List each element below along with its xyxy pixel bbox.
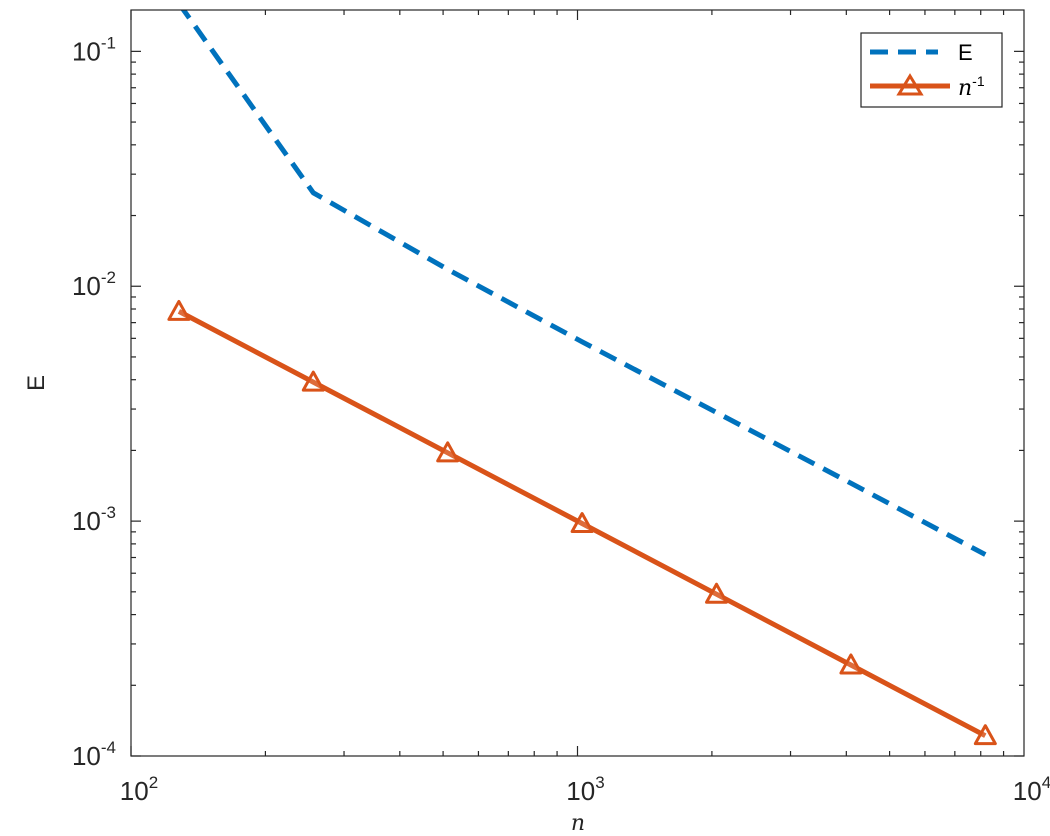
data-point-marker [167, 299, 191, 321]
data-point-marker [301, 370, 325, 392]
y-tick-label: 10-4 [72, 738, 116, 771]
data-point-marker [436, 441, 460, 463]
x-axis-label: n [571, 811, 585, 836]
y-tick-label: 10-2 [72, 268, 116, 301]
data-point-marker [973, 724, 997, 746]
legend-marker-n-inverse [896, 73, 924, 96]
legend: E n-1 [860, 32, 1003, 108]
legend-label-n-base: n [958, 76, 972, 101]
plot-background [131, 10, 1024, 756]
data-point-marker [705, 582, 729, 604]
legend-label-e: E [958, 40, 973, 65]
data-point-marker [570, 512, 594, 534]
x-tick-label: 104 [1013, 773, 1050, 806]
y-tick-label: 10-1 [72, 33, 116, 66]
series-line-e [180, 10, 987, 557]
y-axis-label: E [23, 375, 50, 391]
legend-box [860, 32, 1003, 108]
x-tick-label: 102 [120, 773, 158, 806]
y-tick-label: 10-3 [72, 503, 116, 536]
x-tick-label: 103 [566, 773, 604, 806]
legend-label-n-exp: -1 [972, 73, 985, 89]
legend-label-n-inverse: n-1 [958, 73, 985, 101]
data-point-marker [839, 653, 863, 675]
series-line-n-inverse [177, 309, 987, 738]
